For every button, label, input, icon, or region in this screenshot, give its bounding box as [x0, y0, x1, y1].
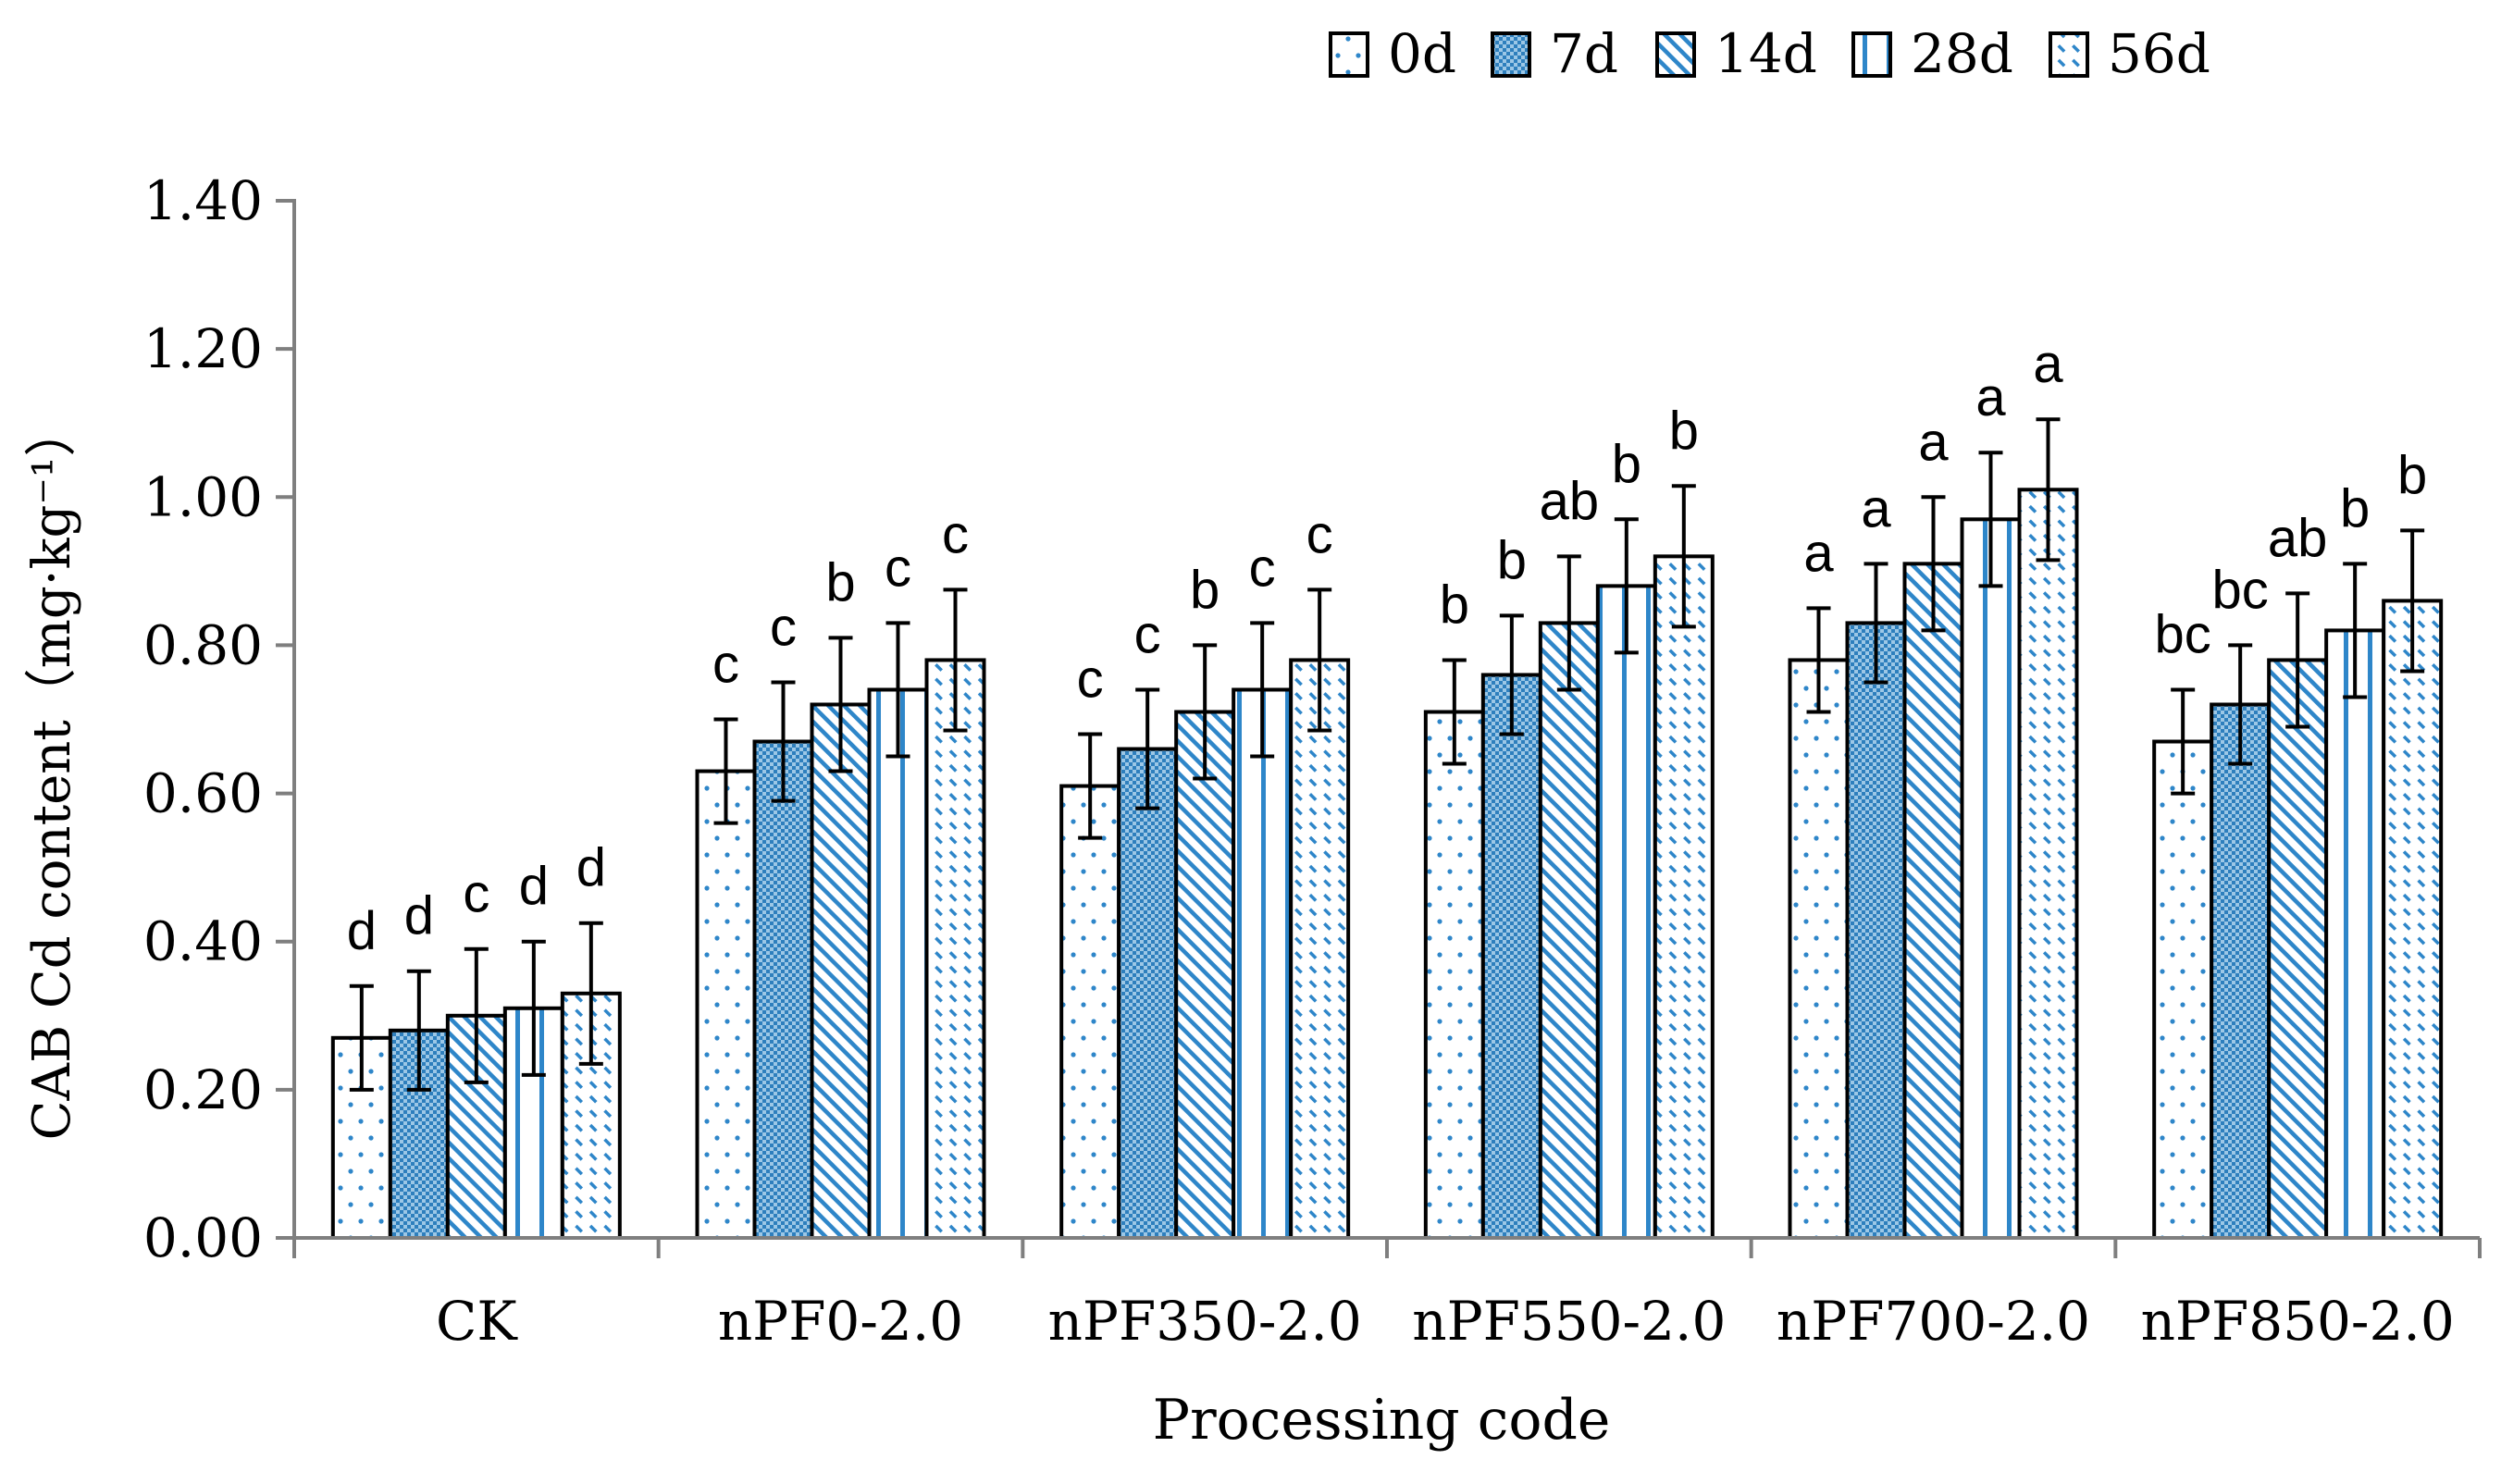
- significance-label: c: [885, 538, 911, 598]
- significance-label: b: [2397, 445, 2427, 505]
- bar-7d-nPF350-2.0: [1117, 747, 1179, 1240]
- legend-swatch-56d: [2049, 31, 2089, 78]
- x-category-label: nPF0-2.0: [718, 1290, 963, 1353]
- significance-label: b: [1669, 401, 1699, 461]
- bar-28d-nPF350-2.0: [1232, 687, 1294, 1240]
- significance-label: c: [770, 597, 797, 657]
- bar-56d-nPF0-2.0: [924, 658, 986, 1240]
- significance-label: d: [347, 901, 377, 961]
- significance-label: b: [1497, 530, 1527, 590]
- bar-7d-nPF0-2.0: [752, 739, 814, 1240]
- significance-label: c: [1306, 504, 1333, 564]
- bar-14d-nPF0-2.0: [810, 702, 872, 1240]
- bar-0d-nPF550-2.0: [1423, 710, 1485, 1240]
- bar-14d-nPF700-2.0: [1902, 562, 1964, 1240]
- x-category-label: nPF850-2.0: [2141, 1290, 2455, 1353]
- significance-label: c: [942, 504, 969, 564]
- legend-label-56d: 56d: [2108, 22, 2210, 85]
- bar-14d-nPF550-2.0: [1538, 621, 1600, 1240]
- significance-label: b: [1612, 434, 1641, 494]
- y-axis-title: CAB Cd content（mg·kg⁻¹）: [22, 405, 82, 1141]
- bar-0d-nPF850-2.0: [2152, 739, 2214, 1240]
- legend-swatch-14d: [1655, 31, 1696, 78]
- bar-56d-nPF700-2.0: [2017, 488, 2079, 1240]
- bar-56d-nPF350-2.0: [1289, 658, 1351, 1240]
- significance-label: b: [825, 552, 855, 612]
- significance-label: b: [1190, 560, 1220, 620]
- x-category-label: nPF700-2.0: [1777, 1290, 2090, 1353]
- significance-label: a: [1918, 412, 1949, 472]
- bar-14d-nPF350-2.0: [1174, 710, 1236, 1240]
- bar-0d-nPF350-2.0: [1059, 784, 1121, 1240]
- significance-label: a: [1975, 367, 2006, 427]
- legend-label-14d: 14d: [1715, 22, 1817, 85]
- y-tick-label: 0.40: [143, 910, 263, 973]
- bar-0d-nPF0-2.0: [695, 769, 757, 1240]
- legend-swatch-0d: [1329, 31, 1369, 78]
- x-category-label: nPF350-2.0: [1048, 1290, 1362, 1353]
- bar-7d-nPF850-2.0: [2210, 702, 2272, 1240]
- y-tick-label: 1.40: [143, 169, 263, 232]
- legend-label-28d: 28d: [1911, 22, 2013, 85]
- legend-label-7d: 7d: [1550, 22, 1618, 85]
- significance-label: a: [1861, 478, 1891, 538]
- y-tick-label: 1.00: [143, 465, 263, 528]
- significance-label: a: [2033, 334, 2063, 394]
- y-tick-label: 0.20: [143, 1058, 263, 1121]
- bar-7d-nPF700-2.0: [1845, 621, 1907, 1240]
- x-axis-title: Processing code: [1153, 1388, 1611, 1453]
- significance-label: ab: [1540, 471, 1600, 531]
- legend-swatch-7d: [1491, 31, 1531, 78]
- y-tick-label: 0.00: [143, 1206, 263, 1269]
- bar-28d-nPF550-2.0: [1595, 584, 1657, 1240]
- significance-label: d: [404, 886, 434, 946]
- x-category-label: CK: [436, 1290, 518, 1353]
- significance-label: c: [1134, 604, 1161, 664]
- significance-label: d: [519, 857, 549, 917]
- bar-56d-nPF550-2.0: [1653, 554, 1715, 1240]
- significance-label: a: [1803, 523, 1834, 583]
- significance-label: c: [1249, 538, 1276, 598]
- bar-28d-nPF850-2.0: [2324, 628, 2386, 1240]
- y-tick-label: 0.80: [143, 613, 263, 676]
- significance-label: b: [1440, 575, 1469, 635]
- x-category-label: nPF550-2.0: [1412, 1290, 1726, 1353]
- y-tick-label: 0.60: [143, 762, 263, 825]
- significance-label: ab: [2268, 508, 2328, 568]
- significance-label: c: [712, 635, 739, 695]
- significance-label: c: [1077, 649, 1104, 710]
- significance-label: bc: [2212, 560, 2269, 620]
- bar-56d-nPF850-2.0: [2382, 599, 2444, 1240]
- y-tick-label: 1.20: [143, 317, 263, 380]
- legend-swatch-28d: [1851, 31, 1892, 78]
- significance-label: bc: [2155, 604, 2211, 664]
- bar-7d-nPF550-2.0: [1480, 673, 1542, 1240]
- legend-label-0d: 0d: [1388, 22, 1456, 85]
- bar-14d-nPF850-2.0: [2267, 658, 2329, 1240]
- bar-0d-nPF700-2.0: [1788, 658, 1850, 1240]
- significance-label: d: [576, 838, 606, 898]
- bar-28d-nPF0-2.0: [867, 687, 929, 1240]
- significance-label: c: [463, 864, 489, 924]
- significance-label: b: [2340, 478, 2370, 538]
- bar-28d-nPF700-2.0: [1960, 517, 2022, 1240]
